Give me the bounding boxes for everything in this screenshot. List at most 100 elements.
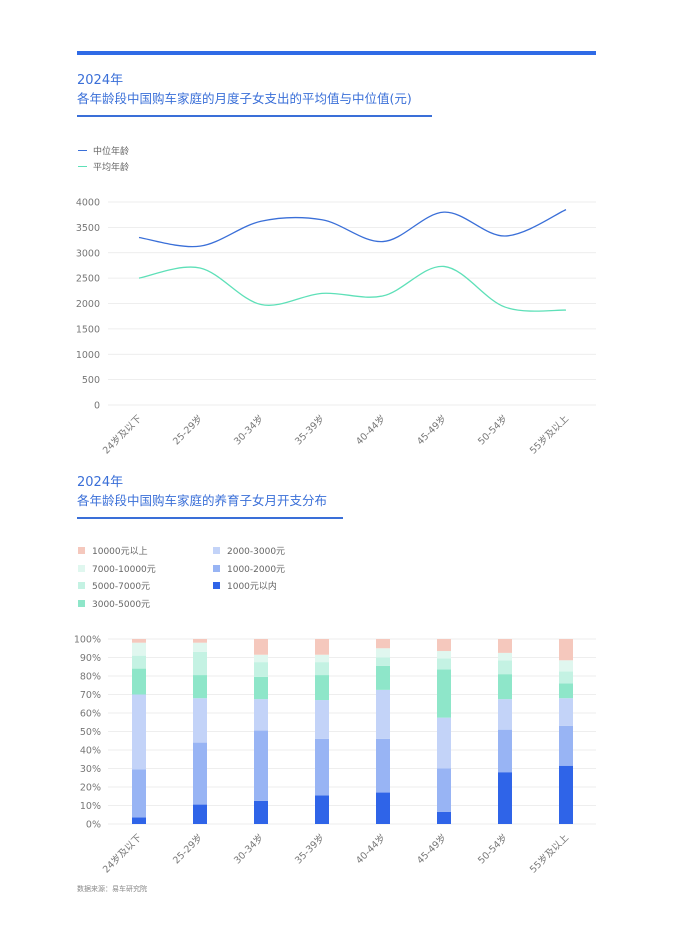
stacked-bar-chart: 0% 10% 20% 30% 40% 50% 60% 70% 80% 90% 100% 24岁及以下 2… [74,635,596,876]
legend-item: 7000-10000元 [78,562,156,575]
bar-segment [193,639,207,643]
legend-item: 1000-2000元 [213,562,285,575]
y-tick-label: 3000 [76,248,100,259]
bar-segment [315,675,329,701]
bar-segment [376,657,390,666]
bar-segment [315,654,329,663]
bar-segment [437,658,451,670]
legend-item: 5000-7000元 [78,579,150,592]
y-tick-label: 4000 [76,198,100,209]
y-tick-label: 10% [80,801,101,812]
y-tick-label: 80% [80,672,101,683]
y-tick-label: 1000 [76,350,100,361]
x-tick-label: 30-34岁 [231,832,266,867]
bar-segment [376,639,390,649]
bar-segment [498,674,512,700]
bar-segment [376,648,390,658]
bar-segment [193,804,207,824]
legend-label: 1000元以内 [227,582,277,592]
bar-segment [437,651,451,659]
bar-segment [437,717,451,769]
chart1-title-underline [77,115,432,117]
bar-segment [498,729,512,773]
bar-segment [559,765,573,824]
bar-segment [559,725,573,766]
bar-segment [254,800,268,824]
bar-segment [254,699,268,731]
y-tick-label: 70% [80,690,101,701]
bar-segment [498,660,512,675]
bar-segment [132,694,146,770]
legend-label: 10000元以上 [92,547,148,557]
legend-swatch [78,599,85,607]
x-tick-label: 55岁及以上 [527,831,571,875]
bar-segment [437,669,451,718]
bar-segment [498,772,512,824]
legend-item-median: 中位年龄 [78,144,129,157]
y-tick-label: 1500 [76,324,100,335]
x-tick-label: 35-39岁 [292,832,327,867]
legend-swatch [213,547,220,554]
legend-swatch [213,564,220,572]
bar-segment [498,699,512,730]
bar-segment [132,655,146,669]
bar-segment [559,639,573,661]
y-tick-label: 100% [74,635,101,646]
bar-segment [437,811,451,824]
bar-segment [193,698,207,743]
chart1-year: 2024年 [77,73,124,88]
legend-swatch [78,564,85,572]
y-tick-label: 2000 [76,299,100,310]
legend-item: 1000元以内 [213,579,277,592]
bar-segment [193,675,207,699]
bar-segment [254,676,268,700]
x-tick-label: 50-54岁 [475,832,510,867]
top-accent-bar [77,51,596,55]
bar-segment [559,698,573,726]
chart2-year: 2024年 [77,475,124,490]
bar-segment [498,639,512,653]
x-tick-label: 25-29岁 [170,832,205,867]
bar-segment [254,639,268,655]
x-tick-label: 45-49岁 [414,832,449,867]
bar-segment [315,700,329,739]
bar-segment [376,792,390,824]
bar-segment [498,652,512,661]
bar-segment [132,769,146,818]
bar-segment [315,738,329,796]
bar-segment [193,742,207,805]
bar-segment [193,642,207,652]
chart2-title-underline [77,517,343,519]
y-tick-label: 90% [80,653,101,664]
bar-segment [315,662,329,676]
bar-segment [132,639,146,643]
y-tick-label: 30% [80,764,101,775]
x-tick-label: 24岁及以下 [100,832,144,876]
bar-segment [376,689,390,739]
bar-segment [437,768,451,812]
legend-label: 2000-3000元 [227,547,286,557]
legend-swatch-mean [78,165,87,168]
y-tick-label: 60% [80,709,101,720]
series-line-mean [138,265,567,312]
legend-label-median: 中位年龄 [93,147,130,157]
series-line-median [138,209,567,248]
bar-segment [254,662,268,677]
bar-segment [437,639,451,652]
y-tick-label: 50% [80,727,101,738]
bar-segment [376,738,390,793]
data-source-note: 数据来源：易车研究院 [77,885,147,893]
y-tick-label: 0 [94,401,100,412]
bar-segment [254,654,268,663]
legend-item: 3000-5000元 [78,597,150,610]
bar-segment [376,665,390,690]
legend-label: 7000-10000元 [92,564,156,575]
y-tick-label: 3500 [76,223,100,234]
bar-segment [132,642,146,656]
bar-segment [132,668,146,695]
legend-label: 3000-5000元 [92,599,151,610]
chart1-title: 各年龄段中国购车家庭的月度子女支出的平均值与中位值(元) [77,91,412,106]
bar-segment [315,639,329,655]
legend-item: 2000-3000元 [213,544,285,557]
